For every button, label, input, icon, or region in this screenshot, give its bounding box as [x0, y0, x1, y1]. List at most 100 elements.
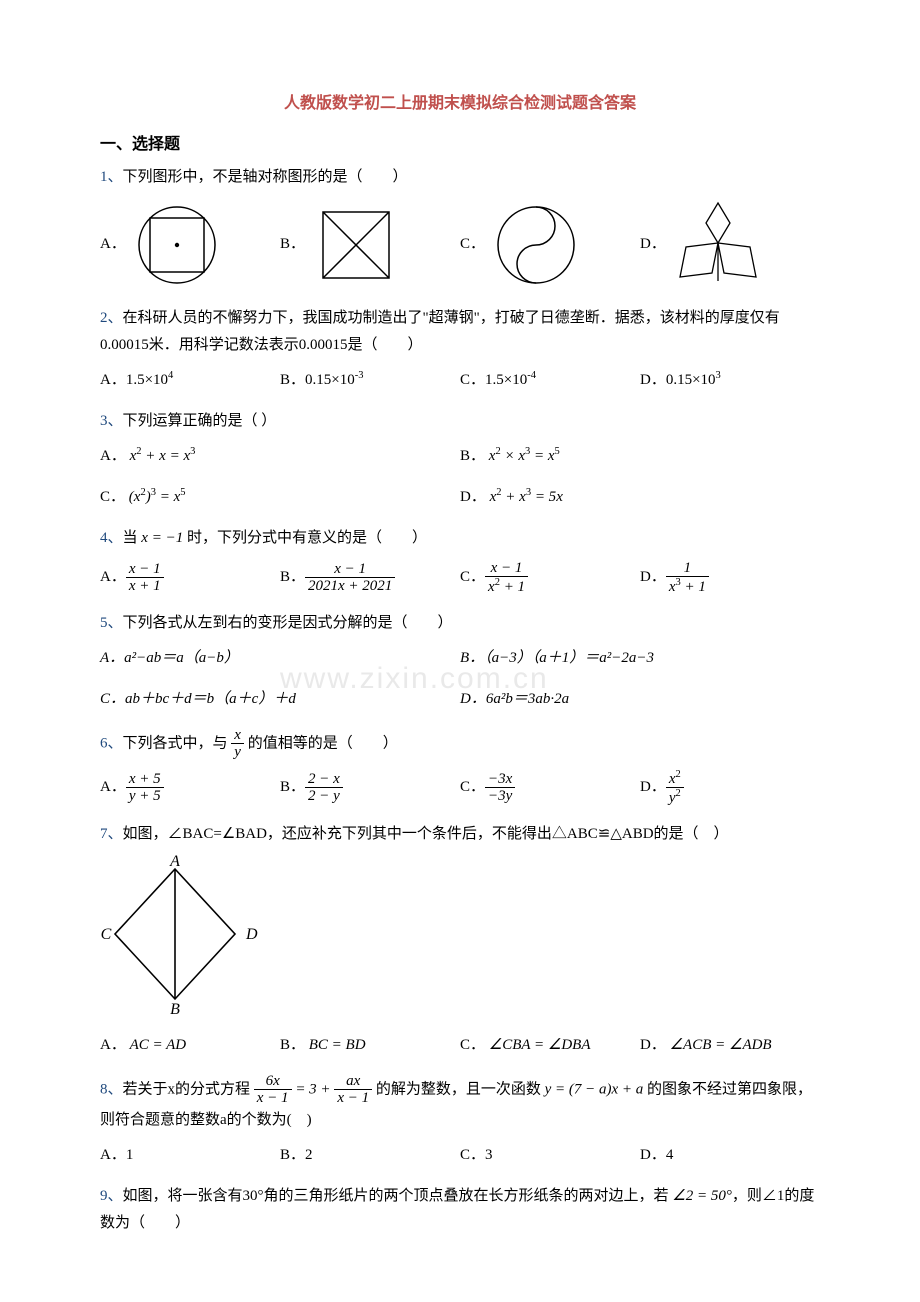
q6-options: A． x + 5y + 5 B． 2 − x2 − y C． −3x−3y D．…	[100, 769, 820, 807]
q5-options-2: C．ab＋bc＋d＝b（a＋c）＋d D．6a²b＝3ab·2a	[100, 686, 820, 713]
q2-stem: 2、在科研人员的不懈努力下，我国成功制造出了"超薄钢"，打破了日德垄断．据悉，该…	[100, 305, 820, 359]
q7-text: 如图，∠BAC=∠BAD，还应补充下列其中一个条件后，不能得出△ABC≌△ABD…	[123, 826, 729, 842]
q6-stem: 6、下列各式中，与 xy 的值相等的是（ ）	[100, 727, 820, 761]
frac-den: x − 1	[254, 1090, 292, 1107]
frac-num: ax	[334, 1073, 372, 1091]
q5-opt-b: B．（a−3）（a＋1）＝a²−2a−3	[460, 645, 820, 672]
q8-options: A．1 B．2 C．3 D．4	[100, 1142, 820, 1169]
q7-number: 7、	[100, 826, 123, 842]
q6-opt-c: C． −3x−3y	[460, 771, 640, 805]
q7-options: A． AC = AD B． BC = BD C． ∠CBA = ∠DBA D． …	[100, 1032, 820, 1059]
q6-pre: 下列各式中，与	[123, 735, 228, 751]
q8-p2: 的解为整数，且一次函数	[376, 1081, 545, 1097]
q9-p1: 如图，将一张含有30°角的三角形纸片的两个顶点叠放在长方形纸条的两对边上，若	[123, 1188, 673, 1204]
opt-label: C．	[460, 564, 485, 591]
vertex-c: C	[101, 926, 112, 943]
opt-label: B．	[280, 231, 305, 258]
frac-num: −3x	[485, 771, 515, 789]
q1-stem: 1、下列图形中，不是轴对称图形的是（ ）	[100, 164, 820, 191]
q4-opt-c: C． x − 1x2 + 1	[460, 560, 640, 596]
opt-label: A．	[100, 443, 126, 470]
frac-den: y + 5	[126, 788, 164, 805]
page-title: 人教版数学初二上册期末模拟综合检测试题含答案	[100, 90, 820, 119]
opt-label: A．	[100, 1032, 126, 1059]
q4-pre: 当	[123, 530, 142, 546]
q7-diagram: A C D B	[100, 854, 820, 1024]
vertex-d: D	[245, 926, 258, 943]
opt-label: D．	[640, 231, 666, 258]
frac-den: x + 1	[126, 578, 164, 595]
frac-num: x − 1	[126, 561, 164, 579]
q4-options: A． x − 1x + 1 B． x − 12021x + 2021 C． x …	[100, 560, 820, 596]
frac-den: y	[231, 744, 244, 761]
eq-mid: = 3 +	[295, 1081, 330, 1097]
opt-label: A．	[100, 774, 126, 801]
q3-text: 下列运算正确的是（ ）	[123, 413, 277, 429]
q7-opt-d: D． ∠ACB = ∠ADB	[640, 1032, 820, 1059]
q5-opt-d: D．6a²b＝3ab·2a	[460, 686, 820, 713]
q8-p1: 若关于x的分式方程	[123, 1081, 251, 1097]
q4-number: 4、	[100, 530, 123, 546]
q2-opt-c: C．1.5×10-4	[460, 367, 640, 394]
q3-number: 3、	[100, 413, 123, 429]
vertex-b: B	[170, 1001, 180, 1014]
frac-den: 2021x + 2021	[305, 578, 395, 595]
q6-number: 6、	[100, 735, 123, 751]
q8-opt-c: C．3	[460, 1142, 640, 1169]
opt-label: D．	[640, 1032, 666, 1059]
opt-text: D．0.15×10	[640, 372, 716, 388]
q3-options-1: A． x2 + x = x3 B． x2 × x3 = x5	[100, 443, 820, 470]
q5-opt-c: C．ab＋bc＋d＝b（a＋c）＋d	[100, 686, 460, 713]
frac-num: x	[231, 727, 244, 745]
opt-label: D．	[640, 774, 666, 801]
q8-opt-d: D．4	[640, 1142, 820, 1169]
q7-stem: 7、如图，∠BAC=∠BAD，还应补充下列其中一个条件后，不能得出△ABC≌△A…	[100, 821, 820, 848]
q1-opt-a: A．	[100, 200, 280, 290]
q8-stem: 8、若关于x的分式方程 6xx − 1 = 3 + axx − 1 的解为整数，…	[100, 1073, 820, 1134]
frac-den: 2 − y	[305, 788, 343, 805]
opt-sup: -3	[355, 370, 364, 381]
q5-options-1: A．a²−ab＝a（a−b） B．（a−3）（a＋1）＝a²−2a−3	[100, 645, 820, 672]
q1-text: 下列图形中，不是轴对称图形的是（ ）	[123, 169, 408, 185]
opt-math: AC = AD	[130, 1032, 187, 1059]
frac-num: x + 5	[126, 771, 164, 789]
q7-opt-c: C． ∠CBA = ∠DBA	[460, 1032, 640, 1059]
q8-opt-b: B．2	[280, 1142, 460, 1169]
q6-opt-b: B． 2 − x2 − y	[280, 771, 460, 805]
q6-post: 的值相等的是（ ）	[248, 735, 398, 751]
q6-opt-d: D． x2y2	[640, 769, 820, 807]
frac-num: 2 − x	[305, 771, 343, 789]
q1-opt-c: C．	[460, 200, 640, 290]
opt-text: C．1.5×10	[460, 372, 527, 388]
opt-text: A．1.5×10	[100, 372, 168, 388]
opt-sup: 4	[168, 370, 173, 381]
q7-opt-a: A． AC = AD	[100, 1032, 280, 1059]
q1-opt-d: D．	[640, 199, 820, 291]
opt-label: D．	[460, 484, 486, 511]
q8-number: 8、	[100, 1081, 123, 1097]
opt-label: B．	[280, 1032, 305, 1059]
q2-opt-a: A．1.5×104	[100, 367, 280, 394]
opt-label: A．	[100, 231, 126, 258]
q8-fn: y = (7 − a)x + a	[545, 1081, 644, 1097]
q4-opt-b: B． x − 12021x + 2021	[280, 561, 460, 595]
frac-num: x − 1	[305, 561, 395, 579]
opt-math: ∠CBA = ∠DBA	[489, 1032, 591, 1059]
q9-math: ∠2 = 50°	[672, 1188, 732, 1204]
opt-label: B．	[280, 774, 305, 801]
opt-math: BC = BD	[309, 1032, 366, 1059]
q3-options-2: C． (x2)3 = x5 D． x2 + x3 = 5x	[100, 484, 820, 511]
opt-label: C．	[460, 774, 485, 801]
opt-label: C．	[460, 231, 485, 258]
q1-number: 1、	[100, 169, 123, 185]
frac-den: −3y	[485, 788, 515, 805]
q1-figure-a	[132, 200, 222, 290]
q3-opt-a: A． x2 + x = x3	[100, 443, 460, 470]
q9-stem: 9、如图，将一张含有30°角的三角形纸片的两个顶点叠放在长方形纸条的两对边上，若…	[100, 1183, 820, 1237]
q4-post: 时，下列分式中有意义的是（ ）	[183, 530, 427, 546]
opt-sup: 3	[716, 370, 721, 381]
q5-text: 下列各式从左到右的变形是因式分解的是（ ）	[123, 615, 453, 631]
q7-opt-b: B． BC = BD	[280, 1032, 460, 1059]
vertex-a: A	[169, 854, 180, 870]
q1-opt-b: B．	[280, 200, 460, 290]
